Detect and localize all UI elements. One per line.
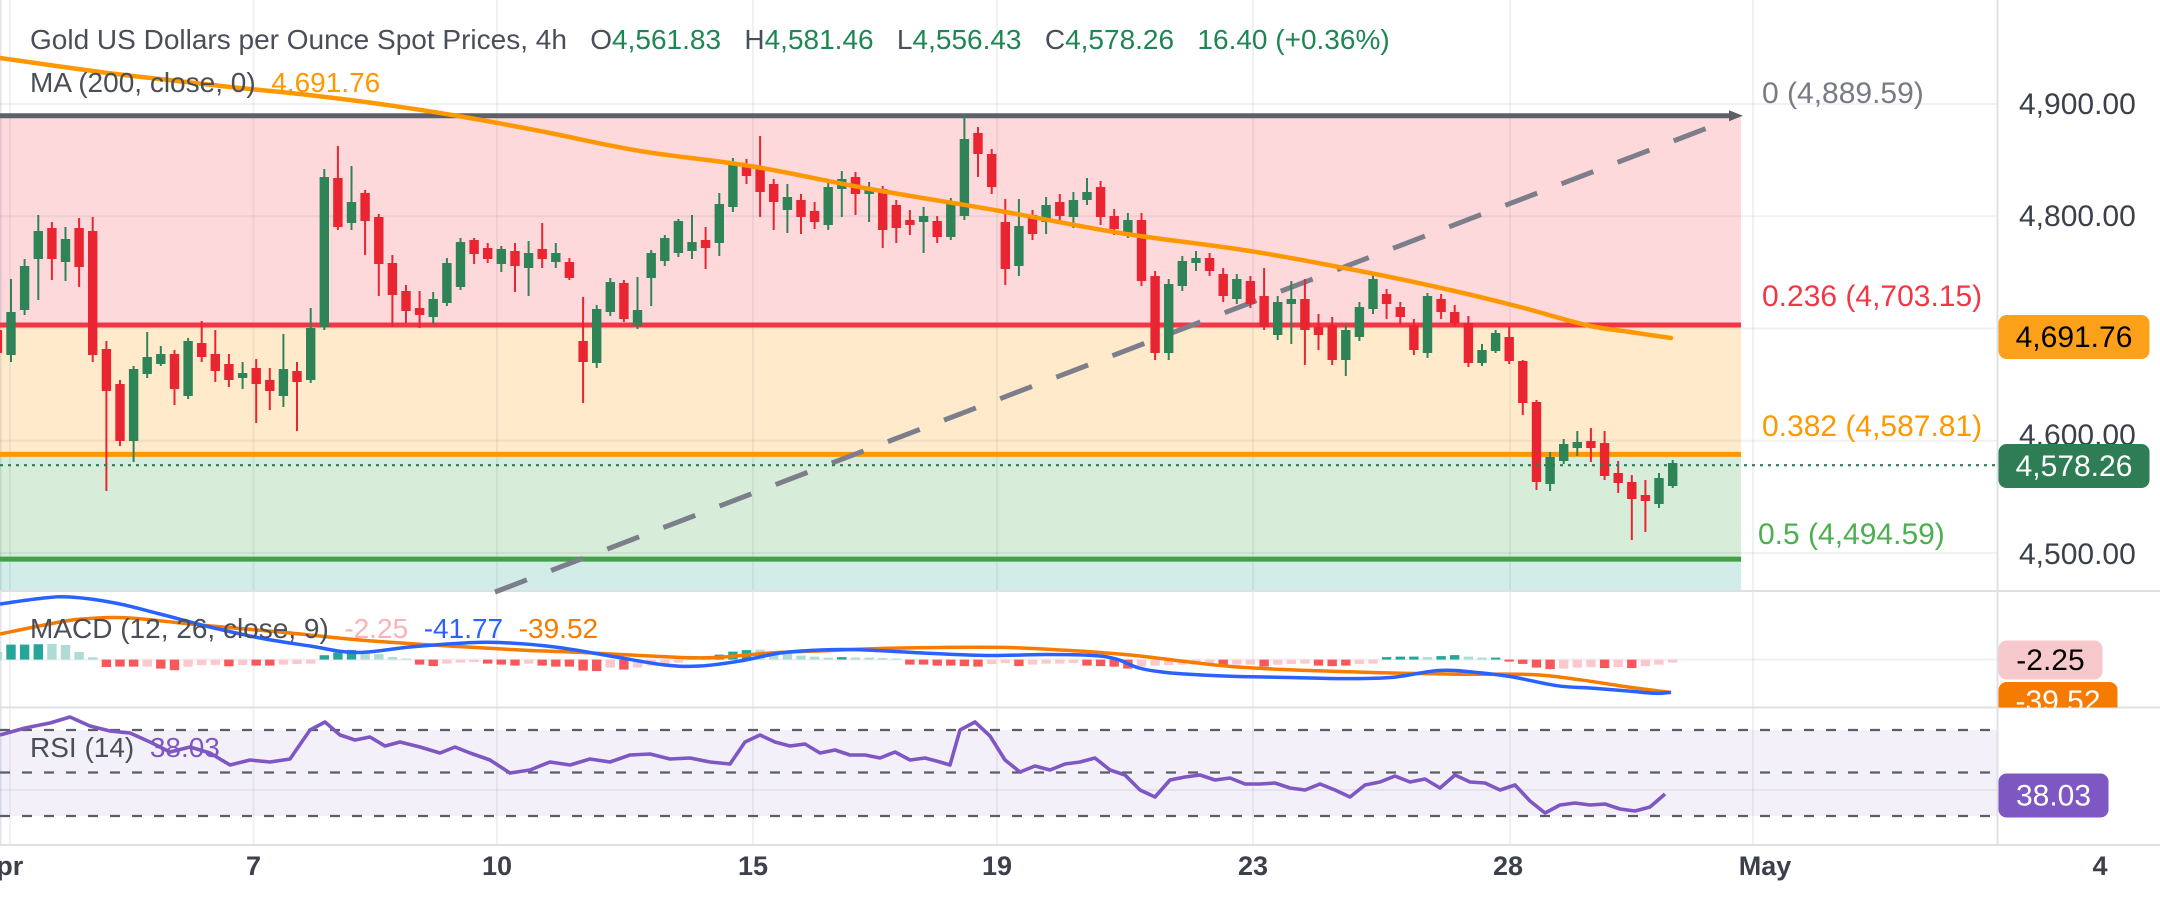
svg-text:28: 28 [1493, 851, 1523, 881]
svg-text:0.5 (4,494.59): 0.5 (4,494.59) [1758, 518, 1945, 551]
svg-text:4,500.00: 4,500.00 [2019, 538, 2136, 571]
svg-text:MA (200, close, 0) 4,691.76: MA (200, close, 0) 4,691.76 [30, 67, 380, 98]
svg-text:May: May [1739, 851, 1792, 881]
svg-text:0.236 (4,703.15): 0.236 (4,703.15) [1762, 280, 1982, 313]
svg-text:4,900.00: 4,900.00 [2019, 88, 2136, 121]
svg-text:4: 4 [2092, 851, 2107, 881]
svg-text:-2.25: -2.25 [2016, 644, 2084, 677]
svg-text:RSI (14) 38.03: RSI (14) 38.03 [30, 732, 220, 763]
svg-text:38.03: 38.03 [2016, 780, 2091, 813]
svg-text:4,800.00: 4,800.00 [2019, 200, 2136, 233]
svg-text:10: 10 [482, 851, 512, 881]
svg-text:23: 23 [1238, 851, 1268, 881]
svg-text:7: 7 [246, 851, 261, 881]
svg-text:0 (4,889.59): 0 (4,889.59) [1762, 77, 1924, 110]
svg-text:Apr: Apr [0, 851, 24, 881]
svg-text:MACD (12, 26, close, 9) -2.25: MACD (12, 26, close, 9) -2.25 -41.77 -39… [30, 613, 598, 644]
svg-text:-39.52: -39.52 [2015, 685, 2100, 718]
svg-text:15: 15 [738, 851, 768, 881]
svg-text:0.382 (4,587.81): 0.382 (4,587.81) [1762, 410, 1982, 443]
svg-text:4,578.26: 4,578.26 [2016, 450, 2133, 483]
svg-text:19: 19 [982, 851, 1012, 881]
svg-text:Gold US Dollars per Ounce Spot: Gold US Dollars per Ounce Spot Prices, 4… [30, 24, 1390, 55]
svg-text:4,691.76: 4,691.76 [2016, 321, 2133, 354]
